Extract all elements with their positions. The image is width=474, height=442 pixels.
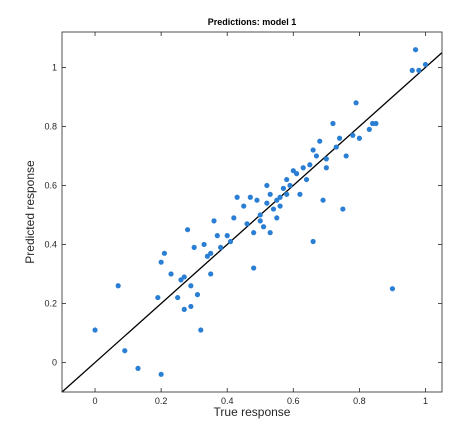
- axes-box: [61, 31, 443, 393]
- ticks-layer: 0 0.2 0.4 0.6 0.8 1 0 0.2 0.4 0.6 0.8 1: [44, 32, 442, 406]
- data-point: [336, 135, 343, 141]
- data-point: [313, 153, 320, 159]
- points-layer: [92, 47, 429, 377]
- data-point: [191, 244, 197, 251]
- plot-area: [62, 32, 442, 392]
- data-point: [211, 218, 217, 224]
- data-point: [416, 67, 422, 73]
- data-point: [244, 221, 250, 227]
- y-tick-label: 1: [52, 62, 57, 72]
- data-point: [373, 120, 379, 127]
- x-tick-label: 0.8: [353, 396, 366, 406]
- x-tick-label: 0.6: [287, 396, 300, 406]
- data-point: [356, 135, 362, 141]
- data-point: [294, 171, 300, 177]
- data-point: [287, 182, 293, 189]
- data-point: [284, 176, 290, 183]
- y-axis-label: Predicted response: [23, 160, 37, 264]
- data-point: [158, 259, 164, 265]
- data-point: [218, 244, 224, 251]
- data-point: [194, 292, 201, 298]
- data-point: [181, 274, 187, 280]
- data-point: [264, 182, 270, 189]
- data-point: [264, 200, 270, 206]
- data-point: [284, 191, 290, 197]
- data-point: [115, 283, 121, 289]
- reference-line-layer: [61, 52, 443, 393]
- data-point: [227, 238, 234, 245]
- data-point: [188, 303, 194, 310]
- data-point: [254, 197, 260, 203]
- data-point: [343, 153, 349, 159]
- data-point: [168, 271, 174, 277]
- data-point: [224, 233, 230, 239]
- data-point: [198, 327, 204, 333]
- data-point: [184, 227, 191, 233]
- data-point: [323, 165, 329, 171]
- data-point: [267, 230, 273, 236]
- data-point: [307, 162, 313, 168]
- data-point: [422, 61, 429, 68]
- y-tick-label: 0.4: [44, 239, 57, 249]
- data-point: [208, 250, 214, 256]
- axes-layer: [61, 31, 443, 393]
- x-tick-label: 0.4: [221, 396, 234, 406]
- data-point: [333, 144, 339, 150]
- data-point: [297, 191, 303, 197]
- data-point: [412, 47, 419, 53]
- data-point: [257, 218, 263, 224]
- data-point: [135, 365, 141, 371]
- data-point: [353, 100, 359, 106]
- data-point: [260, 224, 267, 230]
- data-point: [330, 120, 336, 127]
- x-tick-label: 0.2: [155, 396, 168, 406]
- x-tick-label: 1: [423, 396, 428, 406]
- y-tick-label: 0.8: [44, 121, 57, 131]
- chart-title: Predictions: model 1: [208, 17, 297, 27]
- data-point: [310, 238, 316, 245]
- data-point: [122, 348, 128, 354]
- data-point: [340, 206, 346, 212]
- data-point: [92, 327, 98, 333]
- data-point: [366, 126, 372, 132]
- data-point: [251, 265, 257, 271]
- data-point: [350, 132, 356, 138]
- data-point: [188, 283, 194, 289]
- data-point: [277, 194, 283, 200]
- data-point: [201, 241, 207, 248]
- data-point: [270, 206, 277, 212]
- data-point: [231, 215, 237, 221]
- data-point: [323, 156, 329, 162]
- data-point: [234, 194, 240, 200]
- data-point: [280, 185, 286, 191]
- data-point: [409, 67, 415, 73]
- data-point: [389, 286, 396, 292]
- data-point: [214, 233, 220, 239]
- data-point: [161, 250, 168, 256]
- data-point: [274, 215, 280, 221]
- y-tick-label: 0: [52, 357, 57, 367]
- data-point: [208, 271, 214, 277]
- y-tick-label: 0.2: [44, 298, 57, 308]
- y-tick-label: 0.6: [44, 180, 57, 190]
- data-point: [241, 203, 247, 209]
- data-point: [155, 294, 161, 301]
- identity-line: [61, 52, 443, 393]
- data-point: [317, 138, 323, 144]
- x-tick-label: 0: [93, 396, 98, 406]
- data-point: [267, 191, 273, 197]
- data-point: [277, 203, 283, 209]
- data-point: [158, 371, 164, 377]
- data-point: [257, 212, 263, 218]
- data-point: [303, 176, 310, 183]
- data-point: [251, 230, 257, 236]
- data-point: [175, 294, 181, 301]
- data-point: [300, 165, 306, 171]
- data-point: [320, 197, 326, 203]
- data-point: [181, 306, 187, 312]
- data-point: [247, 194, 253, 200]
- data-point: [310, 147, 316, 153]
- x-axis-label: True response: [214, 405, 291, 419]
